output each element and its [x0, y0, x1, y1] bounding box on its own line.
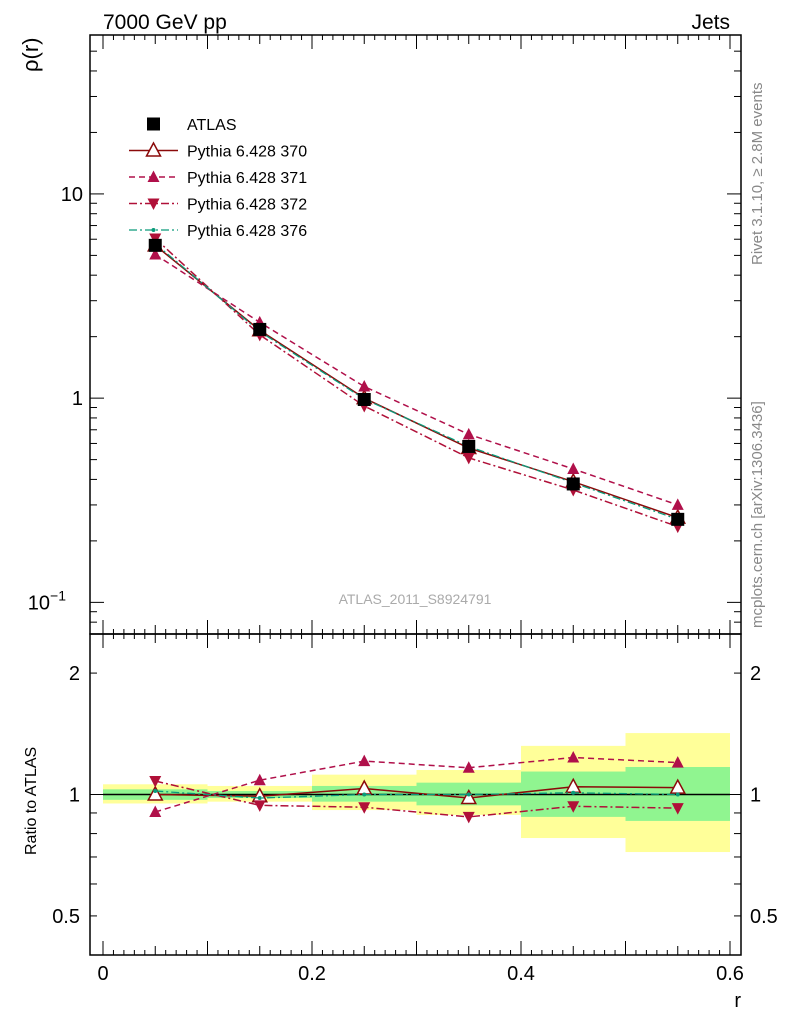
ratio-series-line-pythia-6-428-372 — [155, 780, 678, 818]
main-point-atlas-0 — [148, 238, 162, 252]
ratio-point-pythia-6-428-372-4 — [567, 801, 580, 813]
main-point-pythia-6-428-371-2 — [358, 380, 371, 392]
ratio-point-pythia-6-428-371-2 — [358, 754, 371, 767]
ratio-point-pythia-6-428-376-1 — [257, 796, 262, 801]
legend-marker-pythia-6-428-370 — [145, 141, 162, 157]
ratio-panel: 2 2 1 1 0.5 0.5 0 0.2 0.4 0.6 r Ratio to ATLAS — [23, 633, 778, 1012]
main-series-line-pythia-6-428-371 — [154, 253, 678, 506]
ratio-point-pythia-6-428-372-3 — [462, 811, 475, 824]
main-series-line-pythia-6-428-372 — [154, 237, 678, 528]
main-point-pythia-6-428-371-4 — [567, 462, 580, 474]
ratio-series-line-pythia-6-428-376 — [155, 790, 678, 799]
ratio-point-pythia-6-428-371-5 — [671, 756, 684, 768]
ratio-point-pythia-6-428-376-3 — [466, 792, 471, 797]
main-point-pythia-6-428-371-5 — [671, 498, 684, 510]
legend: ATLAS Pythia 6.428 370 Pythia 6.428 371 Pyt… — [129, 117, 307, 240]
main-point-atlas-2 — [357, 392, 371, 406]
x-tick-label-3: 0.6 — [716, 963, 744, 985]
x-axis-label: r — [734, 990, 741, 1012]
ratio-y-axis-label: Ratio to ATLAS — [23, 747, 40, 855]
legend-marker-atlas — [147, 117, 160, 131]
ratio-point-pythia-6-428-371-1 — [253, 773, 266, 786]
header-left-label: 7000 GeV pp — [103, 11, 227, 34]
ratio-point-pythia-6-428-371-0 — [149, 805, 162, 817]
mcplots-label: mcplots.cern.ch [arXiv:1306.3436] — [749, 401, 766, 628]
main-series-line-pythia-6-428-376 — [154, 243, 678, 520]
ratio-point-pythia-6-428-370-0 — [146, 785, 164, 801]
main-point-pythia-6-428-371-0 — [149, 248, 162, 260]
x-tick-label-0: 0 — [97, 963, 108, 985]
ratio-y-tick-label-right-2: 0.5 — [750, 906, 778, 928]
main-series-line-pythia-6-428-370 — [154, 244, 678, 519]
ratio-y-tick-label-right-1: 1 — [750, 785, 761, 807]
main-y-tick-label-0: 10 — [61, 184, 83, 206]
main-y-tick-label-1: 1 — [72, 388, 83, 410]
ratio-point-pythia-6-428-376-5 — [675, 792, 680, 797]
rivet-version-label: Rivet 3.1.10, ≥ 2.8M events — [749, 83, 766, 266]
main-point-atlas-1 — [253, 322, 267, 336]
ratio-point-pythia-6-428-371-4 — [567, 751, 580, 763]
header-right-label: Jets — [691, 11, 730, 34]
ratio-point-pythia-6-428-376-2 — [362, 792, 367, 797]
ratio-y-tick-label-right-0: 2 — [750, 663, 761, 685]
main-point-atlas-4 — [566, 477, 580, 491]
legend-label-atlas: ATLAS — [187, 117, 237, 134]
main-point-pythia-6-428-372-3 — [462, 452, 475, 465]
legend-marker-pythia-6-428-371 — [147, 170, 160, 182]
ratio-point-pythia-6-428-370-3 — [460, 788, 478, 805]
ratio-series-line-pythia-6-428-370 — [155, 786, 678, 799]
legend-label-pythia-6-428-371: Pythia 6.428 371 — [187, 170, 307, 187]
main-y-axis-label: ρ(r) — [18, 38, 43, 73]
ratio-point-pythia-6-428-372-1 — [253, 800, 266, 812]
main-point-atlas-3 — [462, 439, 476, 453]
x-tick-label-2: 0.4 — [507, 963, 535, 985]
ratio-y-tick-label-left-1: 1 — [69, 785, 80, 807]
legend-marker-pythia-6-428-376 — [151, 228, 156, 232]
ratio-y-tick-label-left-0: 2 — [69, 663, 80, 685]
ratio-point-pythia-6-428-372-0 — [149, 776, 162, 788]
main-point-pythia-6-428-371-3 — [462, 427, 475, 440]
ratio-y-tick-label-left-2: 0.5 — [52, 906, 80, 928]
analysis-label: ATLAS_2011_S8924791 — [339, 591, 492, 607]
ratio-point-pythia-6-428-372-2 — [358, 802, 371, 814]
main-y-tick-label-2: 10−1 — [28, 587, 66, 614]
legend-marker-pythia-6-428-372 — [147, 198, 160, 210]
ratio-point-pythia-6-428-371-3 — [462, 761, 475, 773]
main-point-atlas-5 — [671, 512, 685, 526]
legend-label-pythia-6-428-376: Pythia 6.428 376 — [187, 223, 307, 240]
legend-label-pythia-6-428-370: Pythia 6.428 370 — [187, 144, 307, 161]
x-tick-label-1: 0.2 — [298, 963, 326, 985]
ratio-point-pythia-6-428-376-4 — [571, 790, 576, 795]
main-panel: 10 1 10−1 ρ(r) — [18, 34, 742, 635]
legend-label-pythia-6-428-372: Pythia 6.428 372 — [187, 197, 307, 214]
ratio-point-pythia-6-428-372-5 — [671, 803, 684, 815]
ratio-point-pythia-6-428-376-0 — [153, 789, 158, 794]
ratio-series-line-pythia-6-428-371 — [155, 756, 678, 813]
